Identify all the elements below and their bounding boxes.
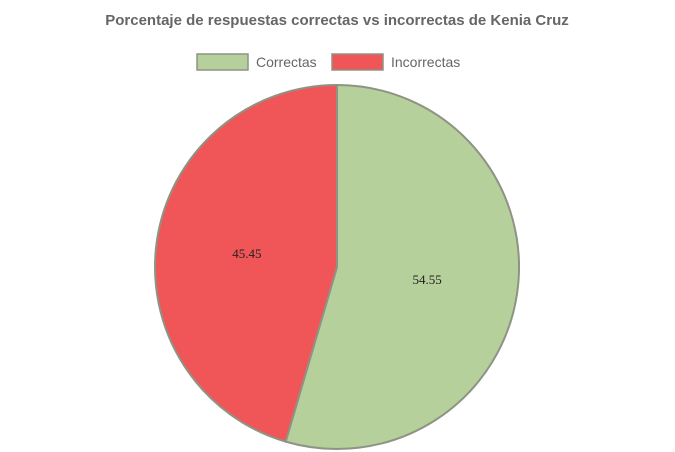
- pie-slice-incorrectas[interactable]: [154, 83, 338, 443]
- legend: Correctas Incorrectas: [196, 53, 460, 71]
- chart-title: Porcentaje de respuestas correctas vs in…: [105, 12, 569, 29]
- pie-slice-labels: 54.55 45.45: [232, 246, 441, 287]
- legend-label-correctas: Correctas: [256, 54, 317, 70]
- pie-slice-correctas[interactable]: [284, 83, 520, 450]
- pie-slices: [154, 83, 520, 450]
- legend-item-incorrectas[interactable]: Incorrectas: [331, 53, 460, 71]
- legend-label-incorrectas: Incorrectas: [391, 54, 460, 70]
- legend-item-correctas[interactable]: Correctas: [196, 53, 317, 71]
- legend-swatch-incorrectas: [331, 53, 384, 71]
- slice-value-label-incorrectas: 45.45: [232, 246, 261, 261]
- legend-swatch-correctas: [196, 53, 249, 71]
- slice-value-label-correctas: 54.55: [412, 272, 441, 287]
